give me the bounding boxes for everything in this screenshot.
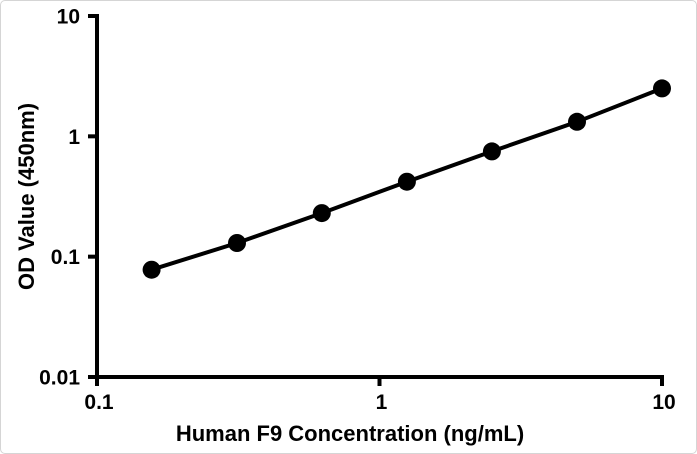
x-axis-title: Human F9 Concentration (ng/mL) xyxy=(176,421,524,446)
y-tick-label: 0.1 xyxy=(51,246,81,269)
y-axis-title: OD Value (450nm) xyxy=(14,103,39,290)
data-point-marker xyxy=(142,260,161,279)
x-tick-label: 0.1 xyxy=(84,391,114,414)
x-tick-label: 1 xyxy=(376,391,388,414)
data-point-marker xyxy=(653,79,671,98)
data-point-marker xyxy=(312,204,331,223)
y-tick-label: 10 xyxy=(57,6,80,29)
data-point-marker xyxy=(397,172,416,191)
y-tick-label: 0.01 xyxy=(39,367,80,390)
y-tick-label: 1 xyxy=(68,126,80,149)
data-point-marker xyxy=(482,142,501,161)
x-tick-label: 10 xyxy=(652,391,675,414)
data-point-marker xyxy=(568,112,586,131)
data-point-marker xyxy=(228,234,246,252)
